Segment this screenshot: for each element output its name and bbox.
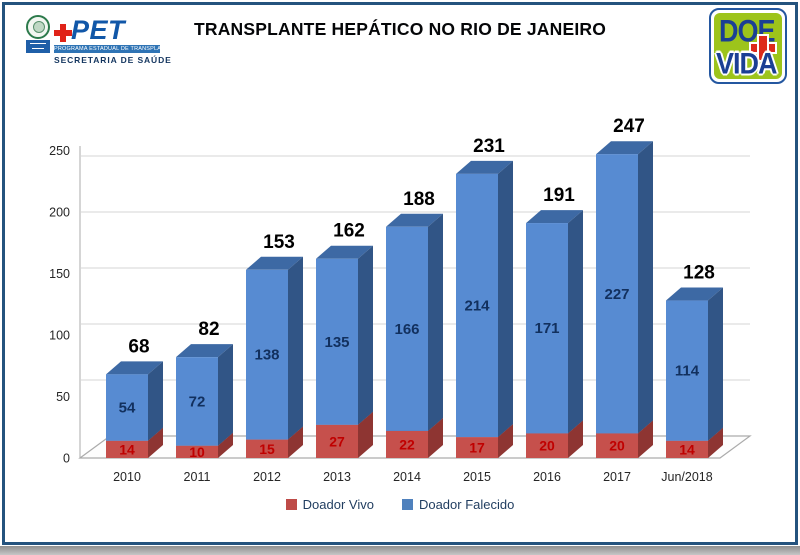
x-category-label: 2015: [463, 470, 491, 484]
value-label-vivo: 22: [399, 436, 415, 452]
red-cross-icon: [751, 36, 775, 60]
bar-2011: 10 72 82 2011: [176, 319, 233, 484]
total-label: 153: [263, 232, 295, 253]
bar-2015: 17 214 231 2015: [456, 136, 513, 484]
bar-2016: 20 171 191 2016: [526, 185, 583, 484]
bar-2013: 27 135 162 2013: [316, 221, 373, 484]
value-label-vivo: 20: [609, 438, 625, 454]
value-label-vivo: 20: [539, 438, 555, 454]
legend-label-falecido: Doador Falecido: [418, 497, 515, 512]
pet-acronym: PET: [71, 15, 126, 45]
bar-2014: 22 166 188 2014: [386, 189, 443, 484]
value-label-falecido: 166: [394, 321, 419, 338]
value-label-falecido: 135: [324, 334, 349, 351]
value-label-vivo: 14: [119, 441, 135, 457]
value-label-vivo: 14: [679, 441, 695, 457]
slide-border: [2, 2, 798, 545]
value-label-falecido: 138: [254, 347, 279, 364]
legend-label-vivo: Doador Vivo: [302, 497, 374, 512]
y-tick-label: 100: [49, 329, 70, 343]
pet-logo: PET PROGRAMA ESTADUAL DE TRANSPLANTES SE…: [26, 14, 171, 65]
value-label-falecido: 72: [189, 393, 206, 410]
doe-vida-logo-background: DOE VIDA: [714, 13, 782, 80]
value-label-vivo: 15: [259, 441, 275, 457]
chart-legend: Doador Vivo Doador Falecido: [0, 497, 800, 512]
total-label: 188: [403, 189, 435, 210]
value-label-vivo: 27: [329, 433, 345, 449]
y-tick-label: 250: [49, 144, 70, 158]
pet-program-line: PROGRAMA ESTADUAL DE TRANSPLANTES: [54, 45, 160, 53]
total-label: 68: [128, 336, 149, 357]
x-category-label: 2013: [323, 470, 351, 484]
y-tick-label: 50: [56, 390, 70, 404]
total-label: 247: [613, 116, 645, 137]
value-label-vivo: 10: [189, 444, 205, 460]
x-category-label: 2012: [253, 470, 281, 484]
bar-Jun/2018: 14 114 128 Jun/2018: [661, 263, 723, 484]
value-label-falecido: 114: [675, 363, 700, 380]
bar-2010: 14 54 68 2010: [106, 336, 163, 484]
total-label: 231: [473, 136, 505, 157]
x-category-label: 2017: [603, 470, 631, 484]
doe-vida-line2: VIDA: [716, 46, 778, 80]
x-category-label: Jun/2018: [661, 470, 712, 484]
value-label-falecido: 214: [464, 297, 490, 314]
page-title: TRANSPLANTE HEPÁTICO NO RIO DE JANEIRO: [193, 19, 607, 39]
total-label: 128: [683, 263, 715, 284]
legend-item-doador-falecido: Doador Falecido: [401, 497, 515, 512]
y-tick-label: 150: [49, 267, 70, 281]
bar-2012: 15 138 153 2012: [246, 232, 303, 484]
x-category-label: 2016: [533, 470, 561, 484]
value-label-falecido: 171: [534, 320, 559, 337]
rio-state-seal-icon: [26, 15, 50, 39]
legend-swatch-falecido-icon: [401, 499, 413, 510]
x-category-label: 2014: [393, 470, 421, 484]
legend-item-doador-vivo: Doador Vivo: [285, 497, 374, 512]
y-tick-label: 200: [49, 206, 70, 220]
slide-bottom-shadow: [0, 546, 800, 555]
value-label-falecido: 54: [119, 400, 136, 417]
total-label: 191: [543, 185, 575, 206]
red-cross-icon: [54, 24, 72, 42]
doe-vida-logo: DOE VIDA: [709, 8, 787, 84]
legend-swatch-vivo-icon: [285, 499, 297, 510]
x-category-label: 2011: [184, 470, 211, 484]
value-label-vivo: 17: [469, 440, 485, 456]
total-label: 162: [333, 221, 365, 242]
y-tick-label: 0: [63, 452, 70, 466]
pet-secretariat-line: SECRETARIA DE SAÚDE: [54, 55, 172, 65]
x-category-label: 2010: [113, 470, 141, 484]
bar-2017: 20 227 247 2017: [596, 116, 653, 484]
value-label-falecido: 227: [604, 286, 629, 303]
government-box-icon: [26, 40, 50, 53]
total-label: 82: [198, 319, 219, 340]
